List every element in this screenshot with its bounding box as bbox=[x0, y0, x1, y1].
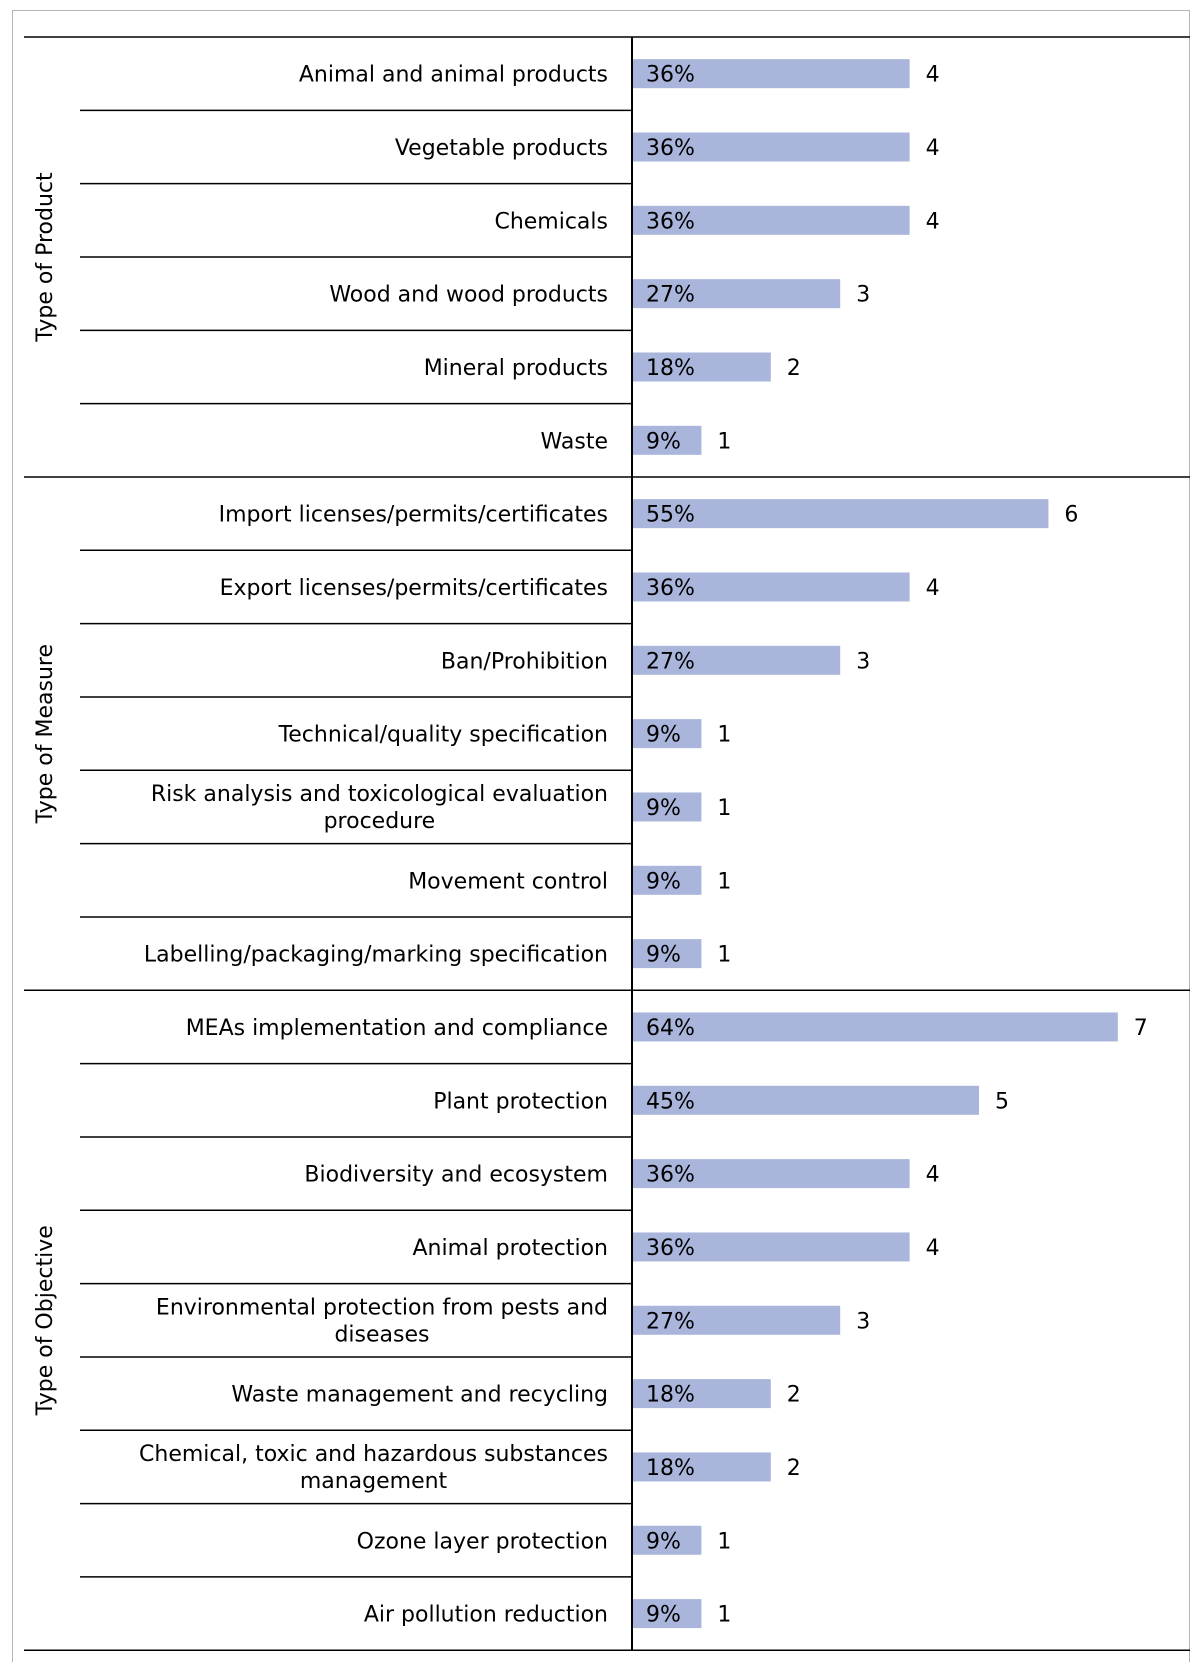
bar-vegetable-products bbox=[632, 132, 910, 162]
bar-risk-analysis-and-toxicological-evaluation-procedure bbox=[632, 792, 702, 822]
category-label-animal-protection: Animal protection bbox=[412, 1236, 608, 1261]
category-label-vegetable-products: Vegetable products bbox=[395, 136, 608, 161]
category-label-biodiversity-and-ecosystem: Biodiversity and ecosystem bbox=[304, 1163, 608, 1188]
bar-chemical-toxic-and-hazardous-substances-management bbox=[632, 1452, 771, 1482]
count-label-environmental-protection-from-pests-and-diseases: 3 bbox=[856, 1309, 870, 1334]
count-label-import-licenses-permits-certificates: 6 bbox=[1064, 503, 1078, 528]
percent-label-import-licenses-permits-certificates: 55% bbox=[646, 503, 695, 528]
percent-label-meas-implementation-and-compliance: 64% bbox=[646, 1016, 695, 1041]
percent-label-environmental-protection-from-pests-and-diseases: 27% bbox=[646, 1309, 695, 1334]
count-label-meas-implementation-and-compliance: 7 bbox=[1134, 1016, 1148, 1041]
count-label-chemicals: 4 bbox=[926, 209, 940, 234]
percent-label-animal-and-animal-products: 36% bbox=[646, 63, 695, 88]
category-label-environmental-protection-from-pests-and-diseases: Environmental protection from pests and d… bbox=[156, 1295, 608, 1347]
category-label-ozone-layer-protection: Ozone layer protection bbox=[357, 1529, 608, 1554]
group-label-type-of-product: Type of Product bbox=[33, 172, 58, 343]
bar-movement-control bbox=[632, 865, 702, 895]
percent-label-chemicals: 36% bbox=[646, 209, 695, 234]
count-label-plant-protection: 5 bbox=[995, 1089, 1009, 1114]
bar-waste bbox=[632, 425, 702, 455]
percent-label-waste-management-and-recycling: 18% bbox=[646, 1383, 695, 1408]
percent-label-biodiversity-and-ecosystem: 36% bbox=[646, 1163, 695, 1188]
group-label-type-of-objective: Type of Objective bbox=[33, 1225, 58, 1416]
percent-label-chemical-toxic-and-hazardous-substances-management: 18% bbox=[646, 1456, 695, 1481]
percent-label-plant-protection: 45% bbox=[646, 1089, 695, 1114]
count-label-waste: 1 bbox=[717, 429, 731, 454]
bar-biodiversity-and-ecosystem bbox=[632, 1159, 910, 1189]
bar-waste-management-and-recycling bbox=[632, 1379, 771, 1409]
category-label-waste-management-and-recycling: Waste management and recycling bbox=[231, 1383, 608, 1408]
bar-export-licenses-permits-certificates bbox=[632, 572, 910, 602]
category-label-export-licenses-permits-certificates: Export licenses/permits/certificates bbox=[220, 576, 608, 601]
category-label-chemical-toxic-and-hazardous-substances-management: Chemical, toxic and hazardous substances… bbox=[139, 1442, 608, 1494]
count-label-wood-and-wood-products: 3 bbox=[856, 283, 870, 308]
count-label-movement-control: 1 bbox=[717, 869, 731, 894]
count-label-export-licenses-permits-certificates: 4 bbox=[926, 576, 940, 601]
category-label-movement-control: Movement control bbox=[408, 869, 608, 894]
count-label-animal-and-animal-products: 4 bbox=[926, 63, 940, 88]
count-label-risk-analysis-and-toxicological-evaluation-procedure: 1 bbox=[717, 796, 731, 821]
percent-label-air-pollution-reduction: 9% bbox=[646, 1603, 681, 1628]
count-label-biodiversity-and-ecosystem: 4 bbox=[926, 1163, 940, 1188]
percent-label-technical-quality-specification: 9% bbox=[646, 723, 681, 748]
percent-label-wood-and-wood-products: 27% bbox=[646, 283, 695, 308]
count-label-ozone-layer-protection: 1 bbox=[717, 1529, 731, 1554]
count-label-chemical-toxic-and-hazardous-substances-management: 2 bbox=[787, 1456, 801, 1481]
bar-import-licenses-permits-certificates bbox=[632, 499, 1049, 529]
count-label-vegetable-products: 4 bbox=[926, 136, 940, 161]
bar-chemicals bbox=[632, 205, 910, 235]
category-label-import-licenses-permits-certificates: Import licenses/permits/certificates bbox=[219, 503, 608, 528]
count-label-technical-quality-specification: 1 bbox=[717, 723, 731, 748]
bar-meas-implementation-and-compliance bbox=[632, 1012, 1118, 1042]
percent-label-risk-analysis-and-toxicological-evaluation-procedure: 9% bbox=[646, 796, 681, 821]
count-label-air-pollution-reduction: 1 bbox=[717, 1603, 731, 1628]
bar-technical-quality-specification bbox=[632, 719, 702, 749]
category-label-chemicals: Chemicals bbox=[494, 209, 608, 234]
bar-animal-protection bbox=[632, 1232, 910, 1262]
category-label-animal-and-animal-products: Animal and animal products bbox=[299, 63, 608, 88]
bar-wood-and-wood-products bbox=[632, 279, 841, 309]
category-label-wood-and-wood-products: Wood and wood products bbox=[329, 283, 608, 308]
category-label-waste: Waste bbox=[541, 429, 608, 454]
percent-label-export-licenses-permits-certificates: 36% bbox=[646, 576, 695, 601]
percent-label-waste: 9% bbox=[646, 429, 681, 454]
bar-air-pollution-reduction bbox=[632, 1599, 702, 1629]
group-label-type-of-measure: Type of Measure bbox=[33, 644, 58, 824]
category-label-technical-quality-specification: Technical/quality specification bbox=[278, 723, 608, 748]
bar-plant-protection bbox=[632, 1085, 979, 1115]
category-label-risk-analysis-and-toxicological-evaluation-procedure: Risk analysis and toxicological evaluati… bbox=[151, 782, 608, 834]
category-label-meas-implementation-and-compliance: MEAs implementation and compliance bbox=[186, 1016, 608, 1041]
category-label-plant-protection: Plant protection bbox=[433, 1089, 608, 1114]
percent-label-ozone-layer-protection: 9% bbox=[646, 1529, 681, 1554]
category-label-ban-prohibition: Ban/Prohibition bbox=[441, 649, 608, 674]
category-label-mineral-products: Mineral products bbox=[424, 356, 608, 381]
bar-labelling-packaging-marking-specification bbox=[632, 939, 702, 969]
count-label-waste-management-and-recycling: 2 bbox=[787, 1383, 801, 1408]
count-label-ban-prohibition: 3 bbox=[856, 649, 870, 674]
count-label-animal-protection: 4 bbox=[926, 1236, 940, 1261]
chart-frame bbox=[12, 10, 1190, 1662]
percent-label-movement-control: 9% bbox=[646, 869, 681, 894]
category-label-air-pollution-reduction: Air pollution reduction bbox=[364, 1603, 608, 1628]
count-label-mineral-products: 2 bbox=[787, 356, 801, 381]
percent-label-animal-protection: 36% bbox=[646, 1236, 695, 1261]
bar-animal-and-animal-products bbox=[632, 59, 910, 89]
category-label-labelling-packaging-marking-specification: Labelling/packaging/marking specificatio… bbox=[144, 943, 608, 968]
bar-mineral-products bbox=[632, 352, 771, 382]
count-label-labelling-packaging-marking-specification: 1 bbox=[717, 943, 731, 968]
bar-ban-prohibition bbox=[632, 645, 841, 675]
bar-environmental-protection-from-pests-and-diseases bbox=[632, 1305, 841, 1335]
bar-ozone-layer-protection bbox=[632, 1525, 702, 1555]
percent-label-labelling-packaging-marking-specification: 9% bbox=[646, 943, 681, 968]
percent-label-vegetable-products: 36% bbox=[646, 136, 695, 161]
percent-label-ban-prohibition: 27% bbox=[646, 649, 695, 674]
percent-label-mineral-products: 18% bbox=[646, 356, 695, 381]
